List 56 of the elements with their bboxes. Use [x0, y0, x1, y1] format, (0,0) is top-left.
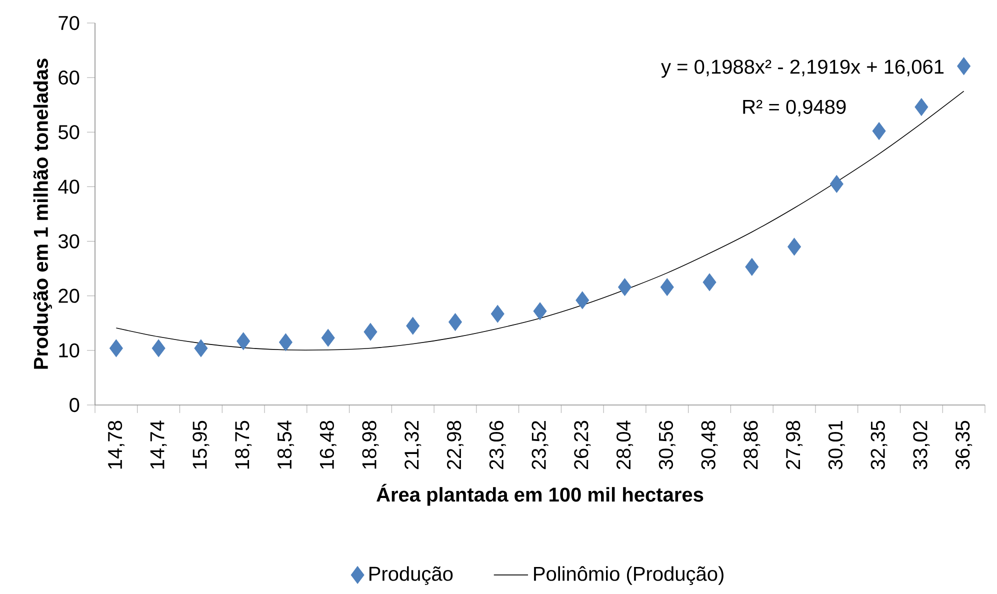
point	[279, 333, 292, 352]
x-axis-title: Área plantada em 100 mil hectares	[376, 484, 704, 506]
point	[448, 313, 462, 331]
x-tick-label: 18,75	[235, 420, 252, 469]
point	[957, 57, 970, 75]
annotation: y = 0,1988x² - 2,1919x + 16,061	[661, 60, 944, 78]
y-tick-label: 40	[58, 180, 80, 194]
y-tick-label: 70	[58, 16, 80, 30]
legend-label: Produção	[369, 566, 453, 585]
point	[745, 258, 759, 276]
point	[406, 317, 420, 335]
point	[321, 329, 335, 347]
point	[914, 98, 928, 116]
x-tick-label: 23,06	[489, 420, 506, 470]
point	[830, 175, 844, 193]
point	[364, 323, 378, 341]
annotation: R² = 0,9489	[743, 100, 846, 116]
point	[788, 238, 801, 256]
legend-label: Polinômio (Produção)	[534, 566, 724, 585]
y-tick-label: 20	[58, 288, 80, 303]
x-tick-label: 36,35	[956, 420, 972, 470]
y-tick-label: 50	[58, 125, 80, 140]
x-tick-label: 14,74	[150, 420, 167, 469]
x-tick-label: 27,98	[786, 420, 803, 470]
x-tick-label: 18,54	[277, 420, 294, 469]
y-tick-label: 30	[58, 234, 80, 248]
point	[194, 339, 208, 358]
y-axis-title: Produção em 1 milhão toneladas	[33, 58, 52, 369]
x-tick-label: 28,86	[744, 420, 760, 470]
x-tick-label: 26,23	[574, 420, 591, 470]
x-tick-label: 23,52	[532, 421, 548, 470]
point	[660, 278, 674, 296]
point	[533, 302, 547, 320]
x-tick-label: 18,98	[362, 420, 379, 469]
point	[618, 278, 632, 296]
x-tick-label: 30,01	[828, 421, 845, 470]
x-tick-label: 16,48	[320, 420, 336, 469]
x-tick-label: 15,95	[192, 420, 210, 469]
point	[702, 273, 716, 292]
x-tick-label: 22,98	[446, 420, 464, 470]
y-tick-label: 60	[58, 70, 80, 85]
y-tick-label: 0	[70, 398, 80, 412]
point	[490, 305, 504, 323]
point	[872, 122, 886, 140]
x-tick-label: 30,48	[701, 420, 718, 470]
y-tick-label: 10	[59, 343, 80, 358]
x-tick-label: 21,32	[404, 421, 422, 470]
x-tick-label: 14,78	[108, 420, 124, 469]
x-tick-label: 33,02	[913, 421, 930, 470]
x-tick-label: 28,04	[616, 420, 634, 470]
x-tick-label: 32,35	[870, 420, 888, 470]
x-tick-label: 30,56	[658, 420, 676, 470]
point	[576, 291, 590, 310]
point	[110, 339, 123, 358]
point	[152, 339, 166, 358]
point	[236, 332, 250, 350]
